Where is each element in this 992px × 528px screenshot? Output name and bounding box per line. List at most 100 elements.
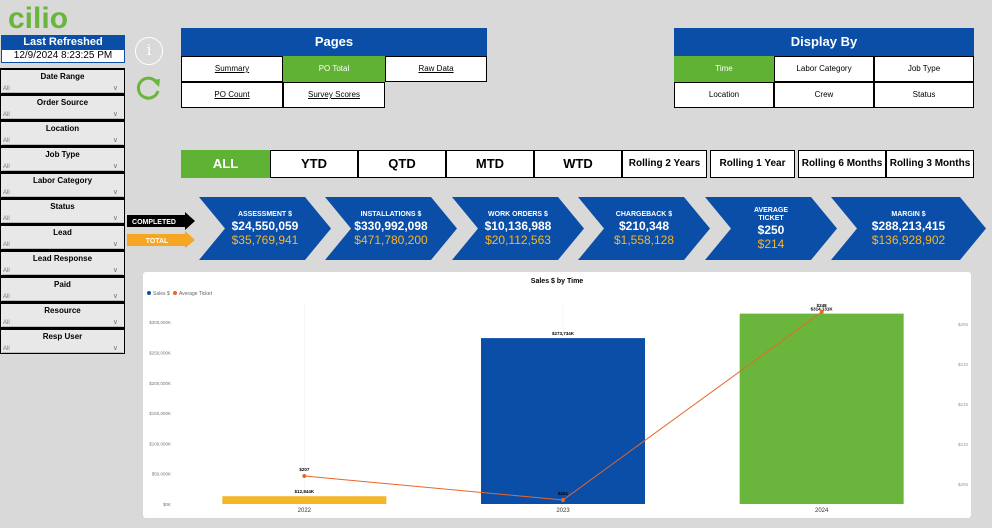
filter-value: All [3, 320, 10, 326]
filter-label: Labor Category [32, 176, 93, 185]
kpi-work-orders: WORK ORDERS $ $10,136,988 $20,112,563 [452, 197, 584, 260]
kpi-chevron-shape [325, 197, 457, 260]
refresh-icon[interactable] [135, 74, 163, 102]
pages-title: Pages [181, 28, 487, 56]
kpi-assessment: ASSESSMENT $ $24,550,059 $35,769,941 [199, 197, 331, 260]
display-by-crew[interactable]: Crew [774, 82, 874, 108]
kpi-text: INSTALLATIONS $ $330,992,098 $471,780,200 [325, 197, 457, 260]
tab-all[interactable]: ALL [181, 150, 270, 178]
tab-rolling-1-year[interactable]: Rolling 1 Year [710, 150, 795, 178]
kpi-label: ASSESSMENT $ [237, 210, 293, 218]
average-ticket-label-2023: $201 [558, 491, 569, 496]
chevron-down-icon[interactable]: ∨ [112, 241, 118, 248]
chevron-down-icon[interactable]: ∨ [112, 137, 118, 144]
display-by-status[interactable]: Status [874, 82, 974, 108]
bar-2024[interactable] [739, 313, 904, 504]
tab-mtd[interactable]: MTD [446, 150, 534, 178]
filter-label: Status [50, 202, 75, 211]
y-left-tick-label: $0K [163, 502, 171, 507]
page-button-raw-data[interactable]: Raw Data [385, 56, 487, 82]
filter-labor-category[interactable]: Labor Category All ∨ [0, 172, 125, 198]
kpi-label: CHARGEBACK $ [615, 210, 673, 218]
filter-label: Date Range [40, 72, 85, 81]
sales-by-time-chart[interactable]: Sales $ by Time Sales $ Average Ticket $0K $… [143, 272, 971, 518]
filter-job-type[interactable]: Job Type All ∨ [0, 146, 125, 172]
display-by-time[interactable]: Time [674, 56, 774, 82]
filter-lead-response[interactable]: Lead Response All ∨ [0, 250, 125, 276]
page-button-summary[interactable]: Summary [181, 56, 283, 82]
tab-wtd[interactable]: WTD [534, 150, 622, 178]
kpi-chevron-shape [831, 197, 986, 260]
x-tick-label-2022: 2022 [298, 508, 312, 514]
filter-value: All [3, 112, 10, 118]
filter-panel: Date Range All ∨ Order Source All ∨ Location Al… [0, 68, 125, 354]
y-right-tick-label: $205 [958, 482, 969, 487]
chevron-down-icon[interactable]: ∨ [112, 267, 118, 274]
x-tick-label-2024: 2024 [815, 508, 829, 514]
tab-ytd[interactable]: YTD [270, 150, 358, 178]
filter-resp-user[interactable]: Resp User All ∨ [0, 328, 125, 354]
average-ticket-point-2023[interactable] [561, 498, 565, 502]
filter-status[interactable]: Status All ∨ [0, 198, 125, 224]
bar-label-2023: $273,734K [552, 331, 575, 336]
legend-swatch-average-ticket [173, 291, 177, 295]
display-by-title: Display By [674, 28, 974, 56]
y-right-tick-label: $210 [958, 362, 969, 367]
x-tick-label-2023: 2023 [556, 508, 570, 514]
kpi-text: ASSESSMENT $ $24,550,059 $35,769,941 [199, 197, 331, 260]
filter-value: All [3, 138, 10, 144]
filter-paid[interactable]: Paid All ∨ [0, 276, 125, 302]
y-left-tick-label: $250,000K [149, 350, 171, 355]
kpi-label: WORK ORDERS $ [488, 210, 548, 218]
display-by-job-type[interactable]: Job Type [874, 56, 974, 82]
filter-lead[interactable]: Lead All ∨ [0, 224, 125, 250]
y-left-tick-label: $200,000K [149, 381, 171, 386]
filter-date-range[interactable]: Date Range All ∨ [0, 68, 125, 94]
kpi-total-value: $1,558,128 [613, 232, 675, 247]
filter-label: Lead Response [32, 254, 93, 263]
bar-2023[interactable] [481, 338, 645, 504]
filter-location[interactable]: Location All ∨ [0, 120, 125, 146]
chevron-down-icon[interactable]: ∨ [112, 293, 118, 300]
display-by-labor-category[interactable]: Labor Category [774, 56, 874, 82]
page-button-po-count[interactable]: PO Count [181, 82, 283, 108]
filter-label: Job Type [45, 150, 80, 159]
filter-label: Lead [53, 228, 72, 237]
bar-2022[interactable] [222, 496, 387, 504]
chevron-down-icon[interactable]: ∨ [112, 189, 118, 196]
tab-rolling-2-years[interactable]: Rolling 2 Years [622, 150, 707, 178]
filter-value: All [3, 216, 10, 222]
display-by-location[interactable]: Location [674, 82, 774, 108]
filter-underline [2, 196, 123, 197]
kpi-chevron-shape [199, 197, 331, 260]
page-button-po-total[interactable]: PO Total [283, 56, 385, 82]
chevron-down-icon[interactable]: ∨ [112, 319, 118, 326]
filter-resource[interactable]: Resource All ∨ [0, 302, 125, 328]
kpi-chevron [325, 197, 457, 260]
average-ticket-point-2022[interactable] [302, 474, 307, 478]
chevron-down-icon[interactable]: ∨ [112, 85, 118, 92]
filter-underline [2, 170, 123, 171]
kpi-margin: MARGIN $ $288,213,415 $136,928,902 [831, 197, 986, 260]
tab-qtd[interactable]: QTD [358, 150, 446, 178]
average-ticket-point-2024[interactable] [819, 310, 824, 314]
chart-title: Sales $ by Time [531, 278, 584, 285]
filter-underline [2, 300, 123, 301]
kpi-chevron [452, 197, 584, 260]
filter-underline [2, 222, 123, 223]
legend-label-sales: Sales $ [153, 291, 170, 297]
filter-order-source[interactable]: Order Source All ∨ [0, 94, 125, 120]
kpi-chevron [578, 197, 710, 260]
y-left-tick-label: $50,000K [152, 472, 171, 477]
kpi-chevron-shape [452, 197, 584, 260]
chevron-down-icon[interactable]: ∨ [112, 345, 118, 352]
chevron-down-icon[interactable]: ∨ [112, 163, 118, 170]
last-refreshed-panel: Last Refreshed 12/9/2024 8:23:25 PM [1, 35, 125, 63]
tab-rolling-6-months[interactable]: Rolling 6 Months [798, 150, 886, 178]
tab-rolling-3-months[interactable]: Rolling 3 Months [886, 150, 974, 178]
display-by-panel: Display By Time Labor Category Job Type Lo… [674, 28, 974, 108]
chevron-down-icon[interactable]: ∨ [112, 111, 118, 118]
page-button-survey-scores[interactable]: Survey Scores [283, 82, 385, 108]
info-icon[interactable]: i [135, 37, 163, 65]
chevron-down-icon[interactable]: ∨ [112, 215, 118, 222]
